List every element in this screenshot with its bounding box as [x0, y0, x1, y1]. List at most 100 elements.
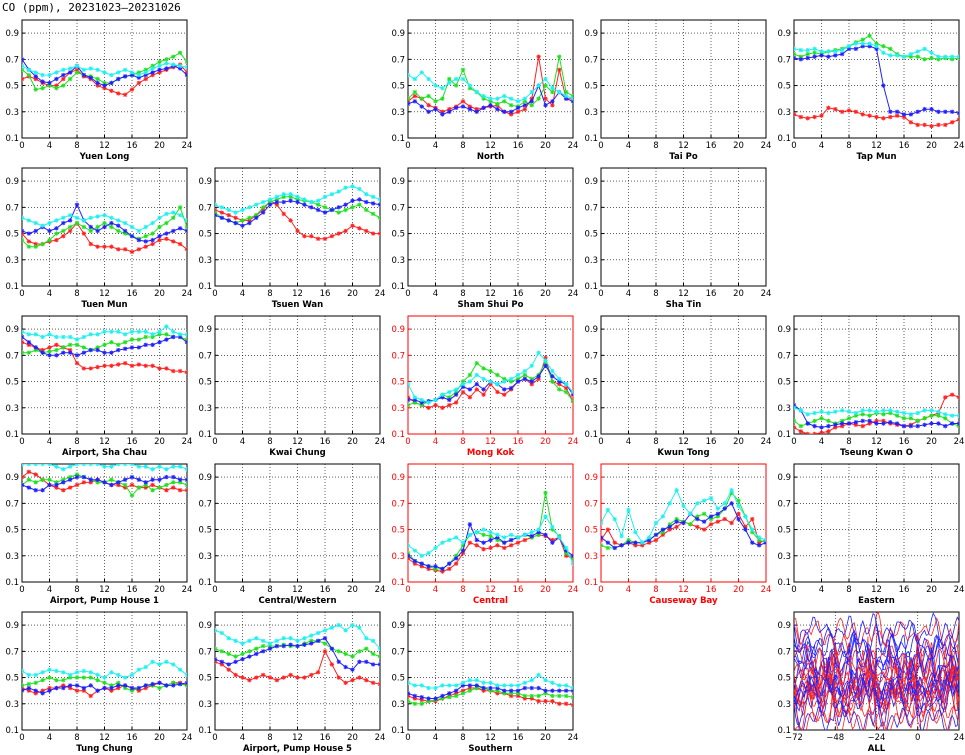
data-point	[447, 695, 452, 700]
data-point	[826, 423, 831, 429]
data-point	[433, 566, 438, 572]
data-point	[109, 215, 114, 221]
x-tick-label: 12	[292, 437, 303, 447]
data-point	[260, 207, 266, 213]
data-point	[22, 67, 25, 73]
y-tick-label: 0.3	[5, 700, 19, 710]
data-point	[171, 239, 176, 244]
data-point	[150, 342, 155, 348]
data-point	[122, 464, 128, 467]
data-point	[116, 362, 121, 367]
data-point	[88, 347, 93, 353]
y-tick-label: 0.5	[5, 230, 19, 240]
data-point	[74, 683, 80, 688]
data-point	[47, 237, 52, 243]
data-point	[33, 244, 38, 249]
data-point	[515, 379, 521, 384]
data-point	[157, 685, 162, 691]
data-point	[116, 482, 121, 488]
data-point	[812, 423, 817, 429]
data-point	[357, 625, 362, 630]
data-point	[54, 226, 59, 231]
data-point	[867, 408, 872, 413]
data-point	[502, 691, 507, 696]
y-tick-label: 0.9	[5, 177, 19, 187]
data-point	[508, 376, 514, 382]
data-point	[467, 677, 473, 683]
y-tick-label: 0.7	[777, 55, 791, 65]
y-tick-label: 0.5	[584, 82, 598, 92]
data-point	[736, 503, 741, 509]
data-point	[343, 202, 348, 207]
data-point	[88, 75, 93, 80]
data-point	[612, 545, 617, 551]
data-point	[129, 464, 135, 467]
data-point	[88, 480, 93, 485]
data-point	[901, 416, 907, 421]
data-point	[377, 662, 380, 667]
data-point	[867, 113, 872, 118]
data-point	[805, 47, 810, 53]
y-tick-label: 0.5	[391, 378, 405, 388]
data-point	[440, 696, 445, 701]
data-point	[440, 693, 445, 699]
y-tick-label: 0.1	[5, 282, 19, 292]
data-point	[109, 340, 114, 345]
data-point	[102, 464, 107, 469]
data-point	[536, 376, 541, 382]
data-point	[184, 340, 187, 345]
data-point	[563, 548, 569, 553]
data-point	[502, 540, 507, 545]
data-point	[40, 688, 45, 693]
data-point	[102, 213, 107, 218]
data-point	[536, 698, 541, 704]
data-point	[667, 501, 672, 506]
data-point	[736, 516, 741, 522]
data-point	[949, 54, 955, 59]
plot-frame	[793, 315, 960, 435]
y-tick-label: 0.5	[777, 674, 791, 684]
y-tick-label: 0.5	[584, 230, 598, 240]
series-blue	[215, 197, 380, 228]
data-point	[908, 120, 914, 125]
x-tick-label: 12	[678, 437, 689, 447]
data-point	[357, 197, 362, 202]
data-point	[33, 680, 38, 685]
data-point	[612, 516, 617, 522]
data-point	[116, 480, 121, 485]
y-tick-label: 0.5	[198, 526, 212, 536]
data-point	[95, 688, 100, 693]
y-tick-label: 0.1	[198, 578, 212, 588]
data-point	[839, 51, 845, 57]
series-cyan	[408, 672, 573, 691]
data-point	[171, 683, 176, 688]
data-point	[74, 670, 80, 675]
data-point	[839, 47, 845, 53]
data-point	[136, 70, 142, 75]
data-point	[467, 106, 473, 112]
data-point	[26, 67, 32, 73]
y-tick-label: 0.7	[777, 499, 791, 509]
data-point	[867, 41, 872, 46]
x-tick-label: 12	[485, 289, 496, 299]
data-point	[440, 405, 445, 410]
data-point	[563, 688, 569, 693]
x-tick-label: 8	[846, 437, 851, 447]
data-point	[150, 477, 155, 482]
data-point	[102, 244, 107, 249]
data-point	[22, 237, 25, 243]
data-point	[40, 85, 45, 91]
data-point	[508, 683, 514, 688]
data-point	[460, 540, 466, 545]
all-series-line	[794, 612, 959, 650]
y-tick-label: 0.5	[391, 674, 405, 684]
panel-title: Yuen Long	[79, 152, 130, 162]
data-point	[54, 76, 59, 82]
y-tick-label: 0.3	[198, 552, 212, 562]
data-point	[143, 342, 148, 348]
data-point	[171, 54, 176, 59]
data-point	[819, 416, 824, 421]
data-point	[215, 657, 218, 662]
data-point	[329, 233, 335, 239]
